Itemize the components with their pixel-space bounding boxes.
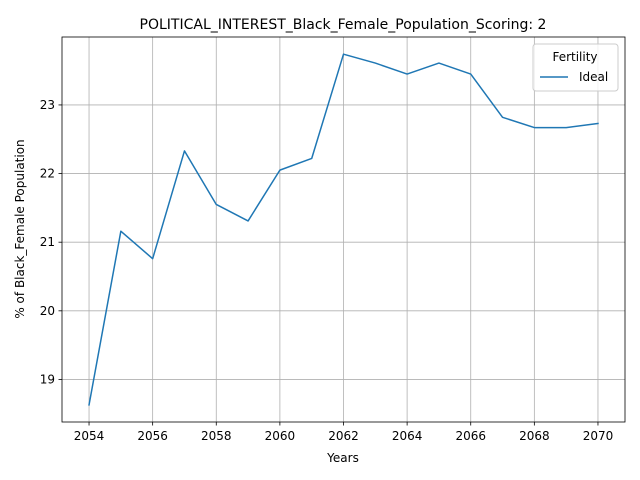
legend-title: Fertility <box>552 50 597 64</box>
x-tick-label: 2054 <box>74 429 105 443</box>
y-tick-label: 20 <box>40 304 55 318</box>
x-tick-label: 2070 <box>583 429 614 443</box>
legend-box <box>532 43 619 92</box>
y-axis: 19 20 21 22 23 <box>40 98 62 386</box>
x-tick-label: 2056 <box>137 429 168 443</box>
x-tick-label: 2058 <box>201 429 232 443</box>
x-tick-label: 2060 <box>265 429 296 443</box>
grid <box>62 37 625 422</box>
x-tick-label: 2068 <box>519 429 550 443</box>
x-tick-label: 2066 <box>455 429 486 443</box>
y-tick-label: 23 <box>40 98 55 112</box>
chart-title: POLITICAL_INTEREST_Black_Female_Populati… <box>140 17 547 33</box>
y-tick-label: 19 <box>40 372 55 386</box>
y-tick-label: 21 <box>40 235 55 249</box>
y-axis-label: % of Black_Female Population <box>13 139 27 318</box>
legend: Fertility Ideal <box>532 43 619 92</box>
x-axis-label: Years <box>326 451 359 465</box>
x-tick-label: 2062 <box>328 429 359 443</box>
plot-area <box>88 53 599 406</box>
y-tick-label: 22 <box>40 167 55 181</box>
x-tick-label: 2064 <box>392 429 423 443</box>
series-line-ideal <box>88 53 599 406</box>
x-axis: 2054 2056 2058 2060 2062 2064 2066 2068 2070 <box>74 422 613 443</box>
legend-entry-ideal: Ideal <box>579 70 608 84</box>
